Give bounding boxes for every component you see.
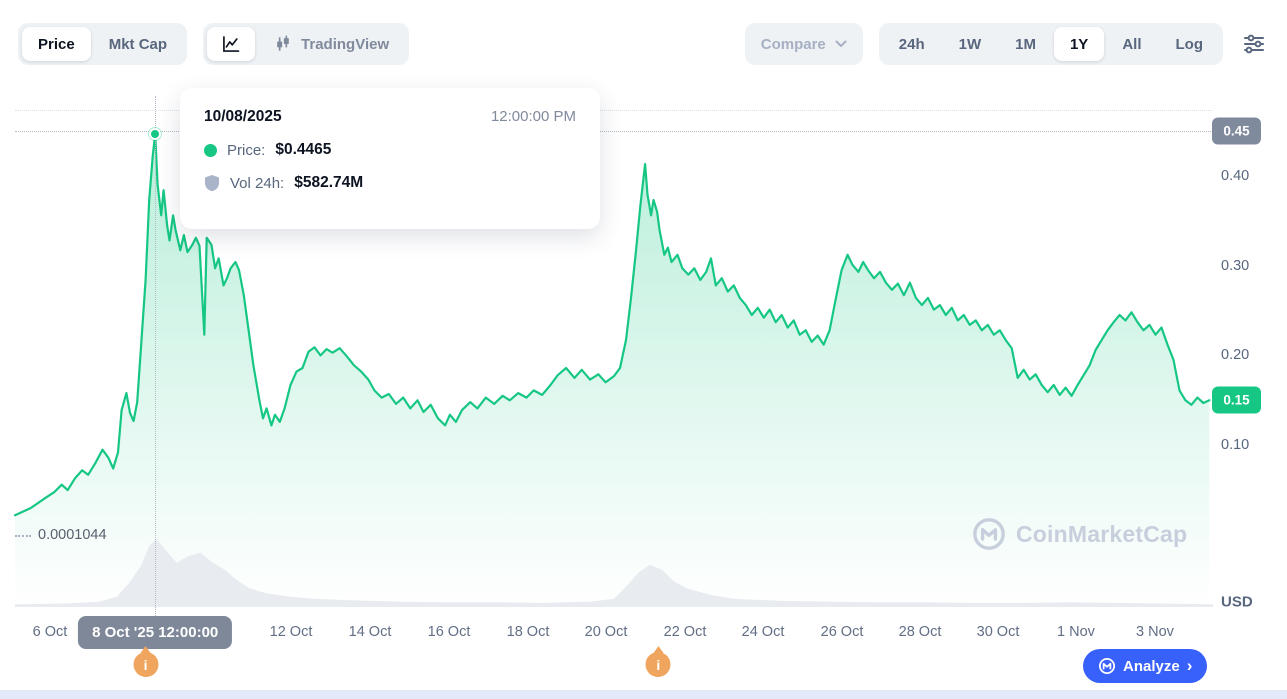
range-log[interactable]: Log xyxy=(1160,27,1220,61)
range-24h[interactable]: 24h xyxy=(883,27,941,61)
x-axis-label: 12 Oct xyxy=(269,624,313,640)
chart-toolbar: Price Mkt Cap TradingView Compare 24h 1W 1… xyxy=(0,22,1287,66)
chart-settings-button[interactable] xyxy=(1239,30,1269,58)
y-axis-badge: 0.15 xyxy=(1212,386,1261,414)
bottom-panel-strip xyxy=(0,690,1287,699)
tooltip-price-label: Price: xyxy=(227,141,266,159)
crosshair-horizontal-line xyxy=(15,130,1213,132)
y-axis-label: 0.40 xyxy=(1221,167,1250,184)
chevron-down-icon xyxy=(835,40,847,47)
price-mktcap-toggle: Price Mkt Cap xyxy=(18,23,188,65)
y-axis-label: 0.10 xyxy=(1221,437,1250,454)
price-line xyxy=(13,132,1211,517)
currency-label: USD xyxy=(1221,593,1253,611)
x-axis-label: 1 Nov xyxy=(1057,624,1095,640)
compare-button[interactable]: Compare xyxy=(744,23,863,65)
gridline xyxy=(15,110,1213,111)
tab-price[interactable]: Price xyxy=(22,27,91,61)
coinmarketcap-watermark: CoinMarketCap xyxy=(972,517,1187,551)
range-1w[interactable]: 1W xyxy=(943,27,998,61)
x-axis-label: 18 Oct xyxy=(506,624,550,640)
tooltip-volume-value: $582.74M xyxy=(294,174,364,191)
price-area-fill xyxy=(15,134,1210,607)
y-axis-label: 0.20 xyxy=(1221,347,1250,364)
compare-label: Compare xyxy=(760,35,826,53)
y-axis-label: 0.30 xyxy=(1221,257,1250,274)
x-axis-label: 16 Oct xyxy=(427,624,471,640)
volume-shield-icon xyxy=(205,175,219,192)
x-axis-label: 26 Oct xyxy=(820,624,864,640)
crosshair-vertical-line xyxy=(155,96,157,616)
event-marker-icon[interactable]: i xyxy=(645,652,671,677)
tooltip-price-value: $0.4465 xyxy=(275,141,332,158)
x-axis-label: 14 Oct xyxy=(348,624,392,640)
x-axis-label: 20 Oct xyxy=(584,624,628,640)
x-axis-label: 24 Oct xyxy=(741,624,785,640)
x-axis-label: 22 Oct xyxy=(663,624,707,640)
analyze-chevron-icon: › xyxy=(1186,656,1193,675)
chart-type-toggle: TradingView xyxy=(203,23,410,65)
watermark-text: CoinMarketCap xyxy=(1016,520,1188,547)
line-chart-button[interactable] xyxy=(207,27,256,61)
analyze-label: Analyze xyxy=(1123,657,1180,675)
x-axis-label: 6 Oct xyxy=(32,624,68,640)
volume-area xyxy=(15,539,1213,607)
range-selector: 24h 1W 1M 1Y All Log xyxy=(878,23,1223,65)
x-axis-label: 3 Nov xyxy=(1136,624,1174,640)
x-axis-label: 28 Oct xyxy=(898,624,942,640)
coinmarketcap-logo-icon xyxy=(973,518,1005,550)
x-axis-crosshair-badge: 8 Oct '25 12:00:00 xyxy=(78,616,233,649)
line-chart-icon xyxy=(223,36,240,52)
tradingview-button[interactable]: TradingView xyxy=(257,27,405,61)
tab-mktcap[interactable]: Mkt Cap xyxy=(93,27,183,61)
candlestick-icon xyxy=(277,35,289,51)
price-series-dot-icon xyxy=(204,143,217,157)
range-1y[interactable]: 1Y xyxy=(1053,27,1105,61)
min-price-label: 0.0001044 xyxy=(38,526,107,543)
chart-tooltip: 10/08/2025 12:00:00 PM Price: $0.4465 Vo… xyxy=(180,88,600,229)
sliders-icon xyxy=(1244,34,1264,54)
tooltip-volume-label: Vol 24h: xyxy=(230,174,285,192)
analyze-button[interactable]: Analyze › xyxy=(1083,649,1208,683)
coinmarketcap-logo-icon xyxy=(1098,657,1116,675)
event-marker-icon[interactable]: i xyxy=(133,652,159,677)
y-axis-badge: 0.45 xyxy=(1212,117,1261,145)
range-all[interactable]: All xyxy=(1106,27,1157,61)
range-1m[interactable]: 1M xyxy=(999,27,1052,61)
x-axis-label: 30 Oct xyxy=(976,624,1020,640)
tradingview-label: TradingView xyxy=(301,35,390,53)
crosshair-price-dot xyxy=(149,128,162,140)
tooltip-date: 10/08/2025 xyxy=(204,108,282,125)
min-price-dotted-line xyxy=(15,534,31,537)
tooltip-time: 12:00:00 PM xyxy=(490,108,576,125)
